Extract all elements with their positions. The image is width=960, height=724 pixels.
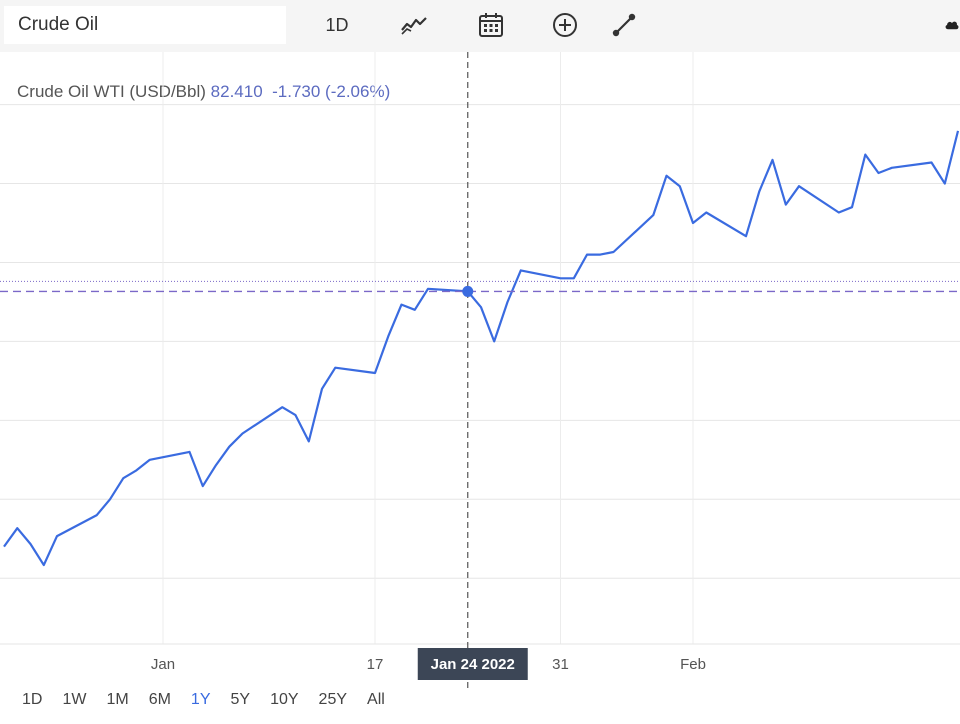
crosshair-point (462, 285, 474, 297)
range-button-25y[interactable]: 25Y (318, 691, 348, 708)
date-range-button[interactable] (472, 6, 510, 44)
chart-grid (0, 52, 960, 644)
range-button-1m[interactable]: 1M (106, 691, 129, 708)
price-change: -1.730 (272, 82, 321, 101)
plus-circle-icon (553, 13, 577, 37)
calendar-icon (479, 13, 503, 37)
search-input[interactable] (4, 6, 286, 44)
interval-button[interactable]: 1D (316, 6, 358, 44)
line-chart-icon (401, 17, 427, 35)
download-button[interactable] (944, 6, 960, 44)
cloud-download-icon (945, 21, 959, 30)
price-chart[interactable]: Jan 17 31 Feb Jan 24 2022 (0, 52, 960, 688)
trendline-icon (612, 13, 636, 37)
range-selector: 1D 1W 1M 6M 1Y 5Y 10Y 25Y All (12, 688, 395, 712)
instrument-header: Crude Oil WTI (USD/Bbl) 82.410 -1.730 (-… (17, 82, 390, 102)
toolbar: 1D (0, 0, 960, 52)
series-layer (3, 130, 960, 567)
draw-line-button[interactable] (606, 6, 642, 44)
range-button-10y[interactable]: 10Y (270, 691, 299, 708)
x-tick-label: 31 (552, 656, 569, 673)
add-comparison-button[interactable] (546, 6, 584, 44)
crosshair-date-label-bg (417, 648, 528, 680)
crosshair: Jan 24 2022 (0, 52, 960, 688)
chart-type-button[interactable] (394, 6, 434, 44)
range-button-1y[interactable]: 1Y (190, 691, 211, 708)
range-button-5y[interactable]: 5Y (230, 691, 251, 708)
range-button-1w[interactable]: 1W (62, 691, 87, 708)
price-change-percent: (-2.06%) (325, 82, 391, 101)
series-line (3, 130, 960, 567)
last-price: 82.410 (210, 82, 263, 101)
range-button-all[interactable]: All (367, 691, 385, 708)
interval-label: 1D (325, 14, 349, 35)
x-tick-label: 17 (367, 656, 384, 673)
instrument-name: Crude Oil WTI (USD/Bbl) (17, 82, 206, 101)
range-button-6m[interactable]: 6M (148, 691, 171, 708)
crosshair-date-label: Jan 24 2022 (431, 656, 515, 673)
x-tick-label: Feb (680, 656, 706, 673)
x-axis: Jan 17 31 Feb (0, 643, 960, 673)
range-button-1d[interactable]: 1D (22, 691, 43, 708)
x-tick-label: Jan (151, 656, 175, 673)
